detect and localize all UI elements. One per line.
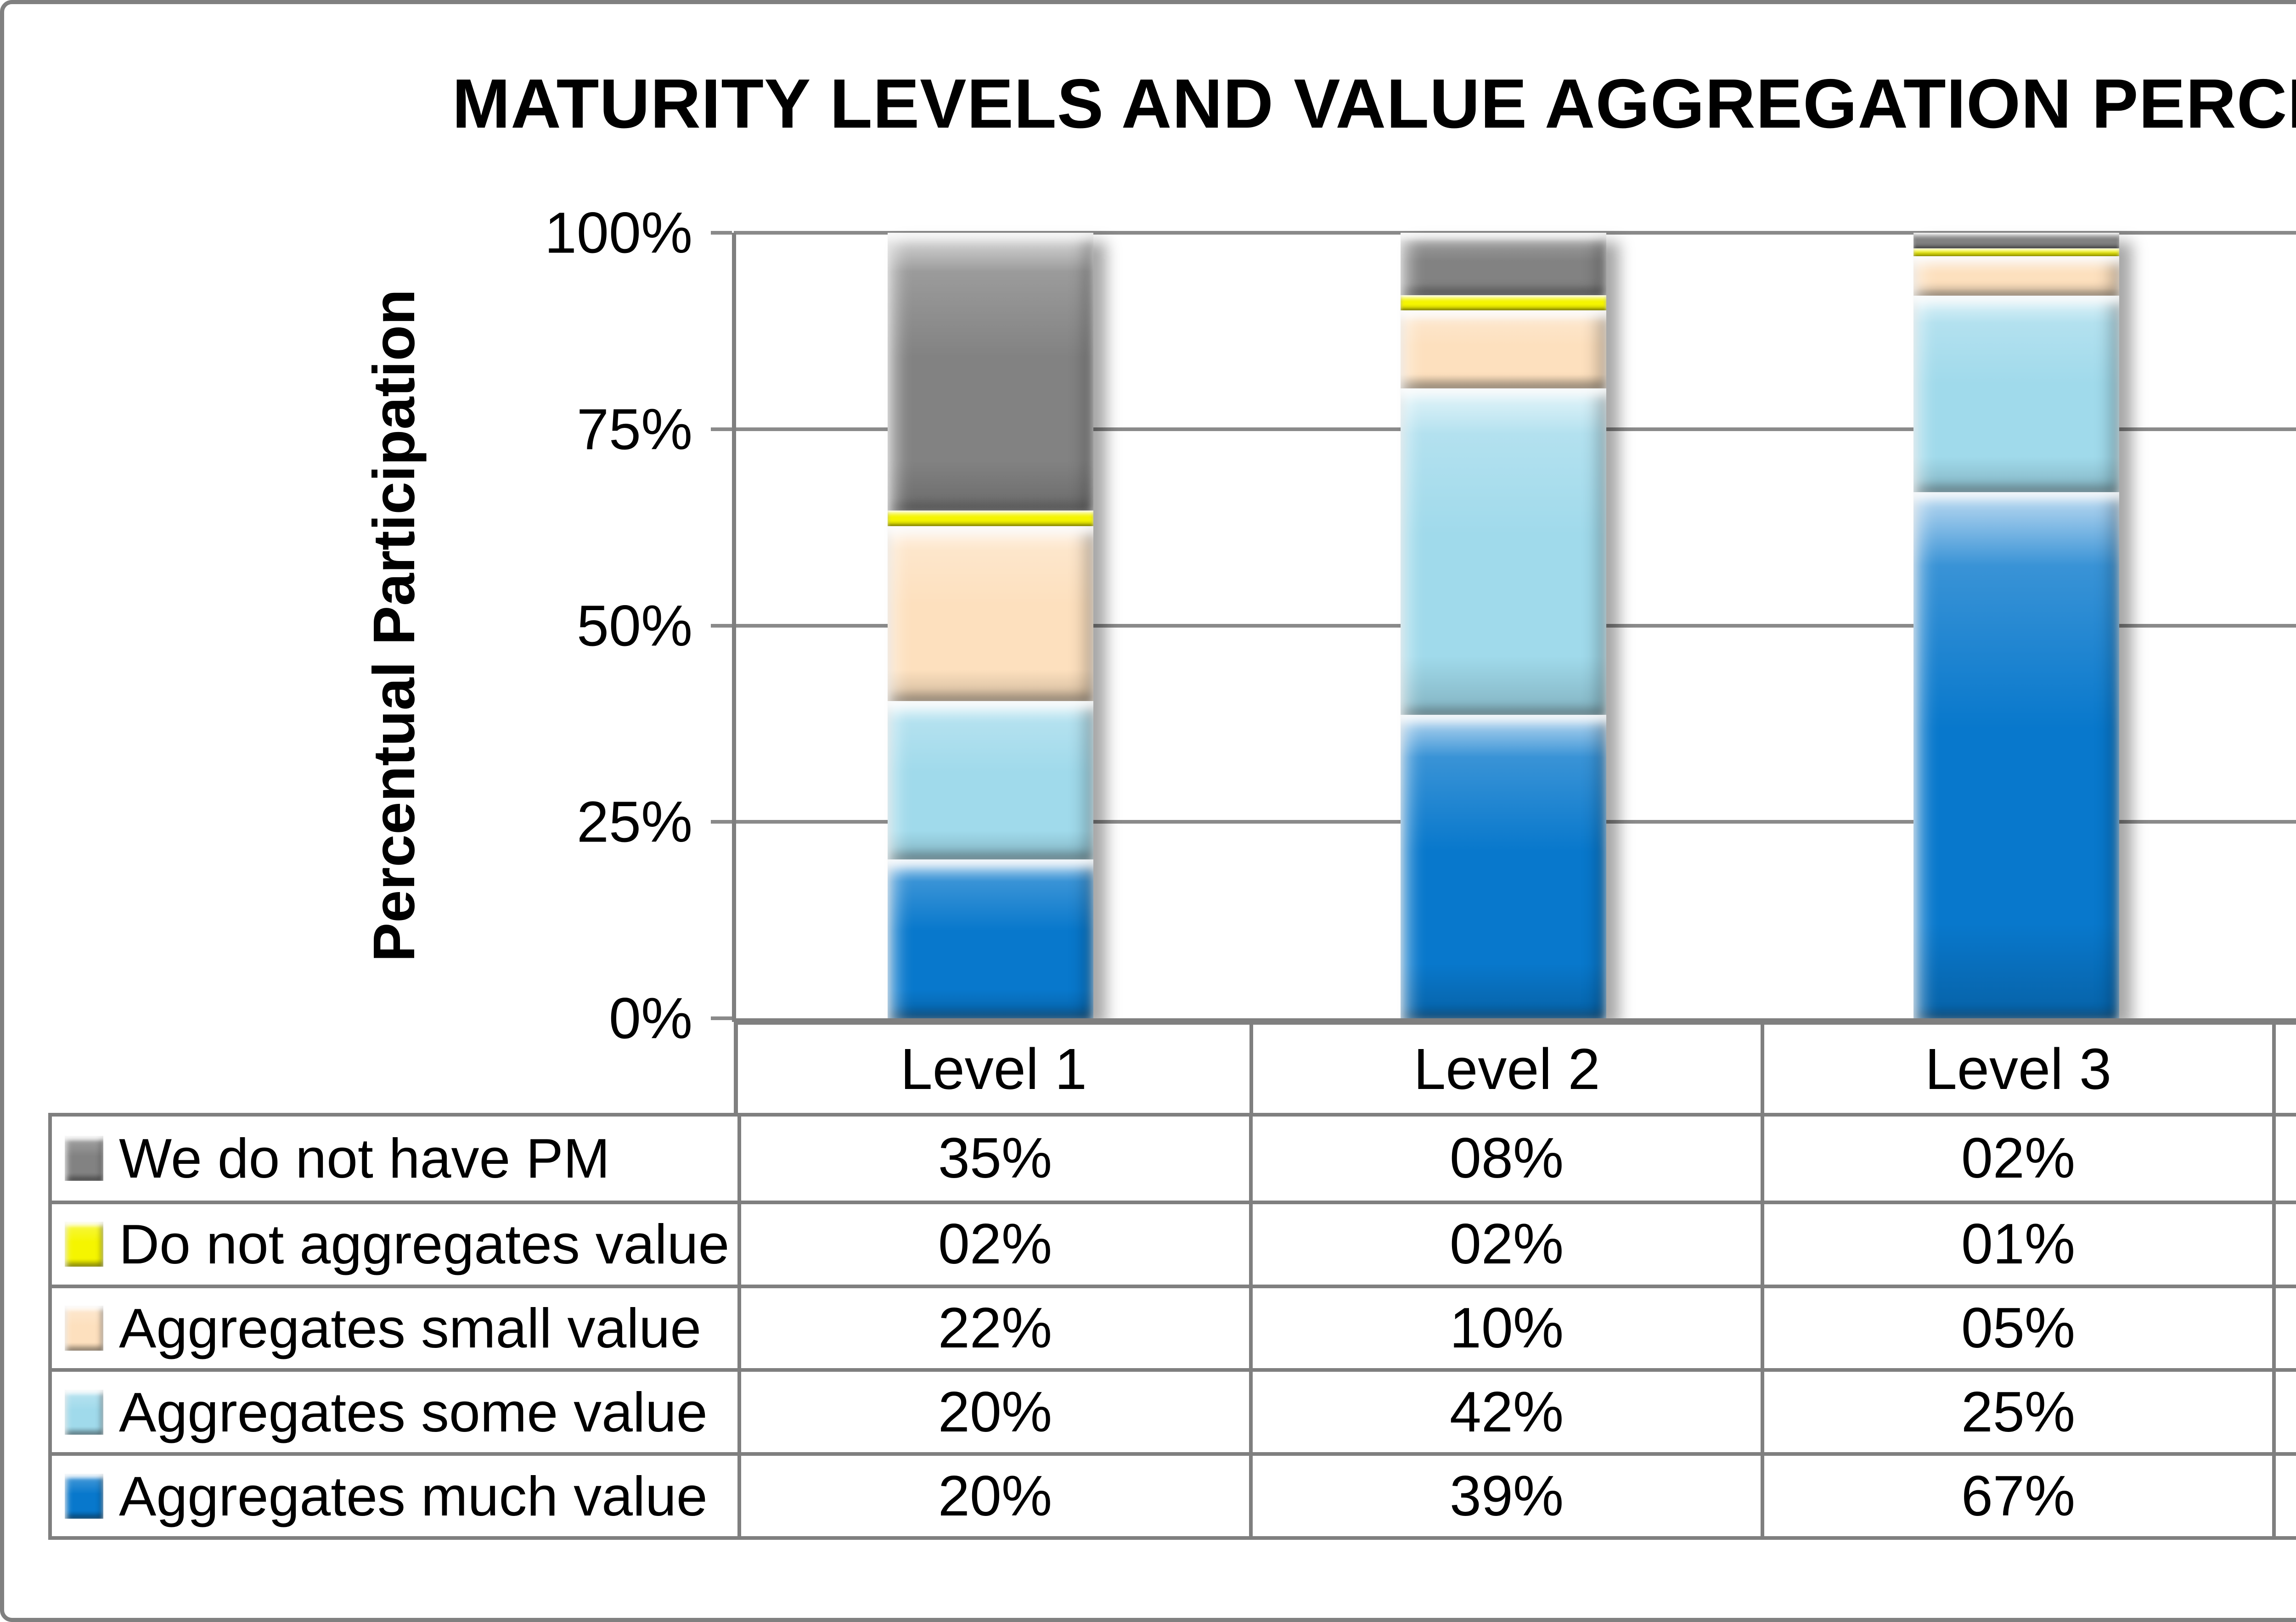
value-cell-aggregates-small-value-level-1: 22% xyxy=(737,1284,1249,1369)
chart-title: MATURITY LEVELS AND VALUE AGGREGATION PE… xyxy=(452,65,2296,143)
legend-row-aggregates-small-value: Aggregates small value xyxy=(52,1284,737,1369)
legend-label-aggregates-much-value: Aggregates much value xyxy=(119,1465,708,1527)
y-tick-label-50: 50% xyxy=(576,593,692,658)
value-cell-aggregates-some-value-level-3: 25% xyxy=(1761,1368,2272,1453)
legend-label-aggregates-small-value: Aggregates small value xyxy=(119,1296,702,1359)
value-cell-aggregates-much-value-level-1: 20% xyxy=(737,1452,1249,1536)
bar-segment-we-do-not-have-pm xyxy=(887,233,1093,511)
value-cell-aggregates-small-value-level-4: 00% xyxy=(2272,1284,2296,1369)
value-cell-we-do-not-have-pm-level-2: 08% xyxy=(1249,1117,1761,1201)
y-tick-mark-75 xyxy=(711,427,732,431)
legend-swatch-aggregates-much-value xyxy=(65,1473,103,1519)
value-cell-do-not-aggregates-value-level-2: 02% xyxy=(1249,1200,1761,1285)
y-tick-label-100: 100% xyxy=(544,200,692,265)
column-header-level-4: Level 4 xyxy=(2272,1025,2296,1113)
bar-segment-we-do-not-have-pm xyxy=(1913,233,2119,249)
bar-segment-aggregates-small-value xyxy=(887,526,1093,701)
y-tick-mark-0 xyxy=(711,1016,732,1020)
value-cell-do-not-aggregates-value-level-3: 01% xyxy=(1761,1200,2272,1285)
legend-label-we-do-not-have-pm: We do not have PM xyxy=(119,1127,610,1190)
y-tick-mark-50 xyxy=(711,623,732,628)
column-header-level-3: Level 3 xyxy=(1761,1025,2272,1113)
bar-segment-aggregates-small-value xyxy=(1913,256,2119,296)
legend-swatch-we-do-not-have-pm xyxy=(65,1136,103,1181)
value-cell-we-do-not-have-pm-level-1: 35% xyxy=(737,1117,1249,1201)
y-axis-line xyxy=(732,233,736,1022)
column-header-level-2: Level 2 xyxy=(1249,1025,1761,1113)
value-cell-aggregates-some-value-level-4: 17% xyxy=(2272,1368,2296,1453)
bar-segment-aggregates-some-value xyxy=(1913,295,2119,492)
value-cell-aggregates-much-value-level-4: 83% xyxy=(2272,1452,2296,1536)
legend-label-do-not-aggregates-value: Do not aggregates value xyxy=(119,1213,730,1276)
bar-segment-aggregates-small-value xyxy=(1400,310,1606,388)
value-cell-aggregates-much-value-level-3: 67% xyxy=(1761,1452,2272,1536)
bar-segment-aggregates-much-value xyxy=(1400,715,1606,1018)
bar-segment-do-not-aggregates-value xyxy=(1913,248,2119,257)
value-cell-aggregates-small-value-level-3: 05% xyxy=(1761,1284,2272,1369)
value-cell-do-not-aggregates-value-level-4: 00% xyxy=(2272,1200,2296,1285)
bar-level-1 xyxy=(887,233,1093,1018)
bar-segment-do-not-aggregates-value xyxy=(887,510,1093,527)
gridline-100 xyxy=(734,231,2296,235)
y-axis-title: Percentual Participation xyxy=(361,289,428,962)
y-tick-label-0: 0% xyxy=(608,986,692,1051)
value-cell-aggregates-some-value-level-2: 42% xyxy=(1249,1368,1761,1453)
legend-label-aggregates-some-value: Aggregates some value xyxy=(119,1381,708,1443)
y-tick-label-75: 75% xyxy=(576,397,692,462)
legend-swatch-aggregates-small-value xyxy=(65,1305,103,1351)
bar-segment-we-do-not-have-pm xyxy=(1400,233,1606,295)
bar-segment-aggregates-some-value xyxy=(887,701,1093,860)
legend-row-aggregates-some-value: Aggregates some value xyxy=(52,1368,737,1452)
bar-segment-aggregates-some-value xyxy=(1400,388,1606,715)
plot-area xyxy=(734,231,2296,1018)
value-cell-we-do-not-have-pm-level-4: 00% xyxy=(2272,1117,2296,1201)
value-cell-we-do-not-have-pm-level-3: 02% xyxy=(1761,1117,2272,1201)
value-cell-do-not-aggregates-value-level-1: 02% xyxy=(737,1200,1249,1285)
legend-row-aggregates-much-value: Aggregates much value xyxy=(52,1452,737,1536)
bar-segment-aggregates-much-value xyxy=(1913,492,2119,1018)
column-header-level-1: Level 1 xyxy=(900,1036,1087,1101)
legend-row-we-do-not-have-pm: We do not have PM xyxy=(52,1117,737,1201)
value-cell-aggregates-some-value-level-1: 20% xyxy=(737,1368,1249,1453)
legend-row-do-not-aggregates-value: Do not aggregates value xyxy=(52,1200,737,1285)
bar-segment-do-not-aggregates-value xyxy=(1400,295,1606,311)
legend-swatch-aggregates-some-value xyxy=(65,1389,103,1435)
y-tick-label-25: 25% xyxy=(576,789,692,854)
bar-segment-aggregates-much-value xyxy=(887,859,1093,1018)
y-axis-title-wrap: Percentual Participation xyxy=(326,233,463,1018)
value-cell-aggregates-small-value-level-2: 10% xyxy=(1249,1284,1761,1369)
y-tick-mark-25 xyxy=(711,820,732,824)
value-cell-aggregates-much-value-level-2: 39% xyxy=(1249,1452,1761,1536)
legend-swatch-do-not-aggregates-value xyxy=(65,1222,103,1267)
y-tick-mark-100 xyxy=(711,231,732,235)
bar-level-3 xyxy=(1913,233,2119,1018)
bar-level-2 xyxy=(1400,233,1606,1018)
